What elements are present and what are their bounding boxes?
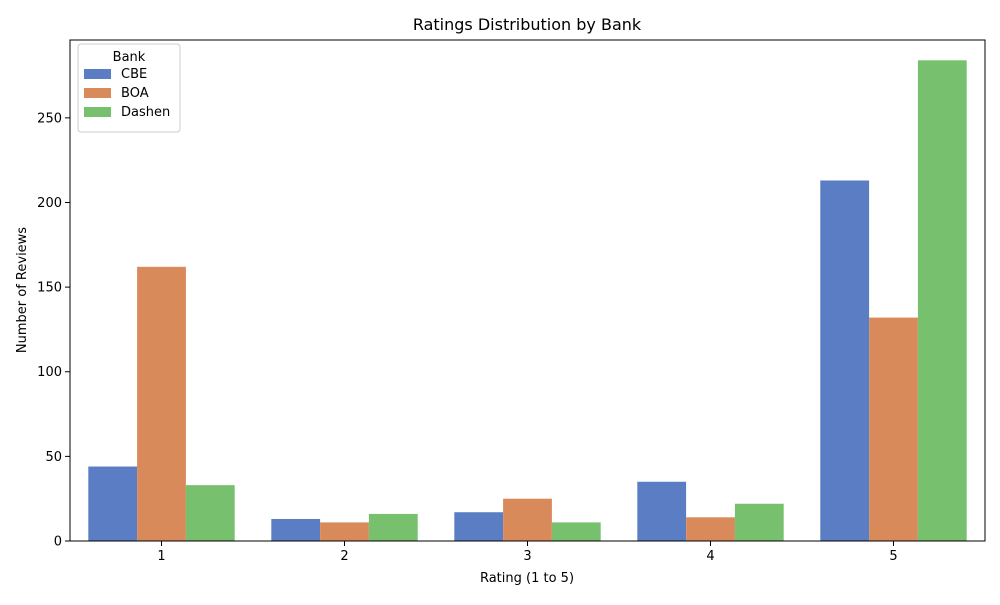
bar-dashen-rating-4 [734, 503, 784, 541]
legend-swatch-cbe [84, 69, 111, 79]
x-tick-label: 1 [157, 549, 165, 564]
y-axis-label: Number of Reviews [15, 227, 30, 353]
bar-cbe-rating-4 [637, 481, 687, 541]
bar-boa-rating-5 [869, 317, 918, 541]
chart-title: Ratings Distribution by Bank [413, 15, 642, 34]
x-tick-label: 3 [523, 549, 531, 564]
legend-items: CBE BOA Dashen [84, 67, 170, 120]
bar-cbe-rating-1 [88, 466, 138, 541]
bar-boa-rating-1 [137, 266, 186, 541]
x-axis-label: Rating (1 to 5) [480, 571, 574, 586]
bar-boa-rating-2 [320, 522, 369, 541]
legend-label-boa: BOA [121, 86, 149, 101]
x-tick-label: 2 [340, 549, 348, 564]
y-tick-label: 250 [37, 111, 62, 126]
bar-dashen-rating-2 [368, 513, 418, 541]
y-tick-label: 0 [54, 535, 62, 550]
bars-layer [88, 60, 967, 542]
y-tick-label: 200 [37, 196, 62, 211]
bar-boa-rating-3 [503, 498, 552, 541]
legend-title: Bank [113, 50, 146, 65]
bar-cbe-rating-5 [820, 180, 870, 542]
x-tick-label: 5 [889, 549, 897, 564]
legend: Bank CBE BOA Dashen [77, 43, 181, 133]
bar-dashen-rating-5 [917, 60, 967, 541]
bar-cbe-rating-2 [271, 518, 321, 541]
bar-boa-rating-4 [686, 517, 735, 541]
bar-cbe-rating-3 [454, 512, 504, 541]
bar-dashen-rating-3 [551, 522, 601, 541]
legend-swatch-dashen [84, 107, 111, 117]
legend-swatch-boa [84, 88, 111, 98]
legend-label-cbe: CBE [121, 67, 147, 82]
bar-dashen-rating-1 [185, 485, 235, 541]
y-tick-label: 150 [37, 281, 62, 296]
y-tick-label: 50 [45, 450, 62, 465]
y-tick-label: 100 [37, 365, 62, 380]
legend-label-dashen: Dashen [121, 105, 170, 120]
x-tick-label: 4 [706, 549, 714, 564]
